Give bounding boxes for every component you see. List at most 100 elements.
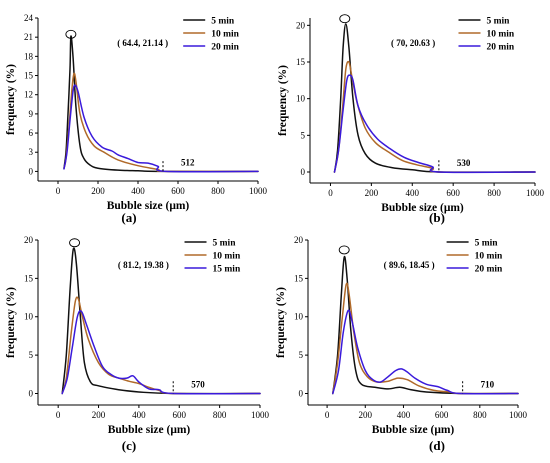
x-axis-label: Bubble size (μm): [372, 424, 455, 436]
y-tick-label: 15: [294, 273, 304, 283]
y-tick-label: 20: [294, 235, 304, 245]
series-line-2: [333, 60, 536, 174]
cutoff-label: 710: [481, 379, 495, 389]
x-axis-label: Bubble size (μm): [381, 202, 464, 214]
y-tick-label: 18: [24, 51, 34, 61]
y-tick-label: 20: [24, 235, 34, 245]
x-tick-label: 1000: [526, 188, 545, 198]
peak-marker: [65, 29, 77, 39]
x-tick-label: 0: [328, 188, 333, 198]
y-tick-label: 5: [301, 130, 306, 140]
series-line-2: [332, 282, 519, 395]
x-tick-label: 400: [397, 410, 411, 420]
legend-label-2: 10 min: [213, 252, 241, 262]
legend-label-2: 10 min: [475, 252, 503, 262]
x-tick-label: 1000: [509, 410, 528, 420]
series-line-3: [333, 74, 536, 174]
y-tick-label: 15: [24, 71, 34, 81]
y-tick-label: 9: [29, 109, 34, 119]
x-tick-label: 200: [359, 410, 373, 420]
y-tick-label: 15: [24, 273, 34, 283]
legend-label-3: 15 min: [213, 265, 241, 275]
peak-annotation: ( 70, 20.63 ): [391, 38, 435, 48]
x-tick-label: 800: [487, 188, 501, 198]
x-tick-label: 400: [132, 410, 146, 420]
y-tick-label: 3: [29, 147, 34, 157]
x-tick-label: 800: [473, 410, 487, 420]
y-tick-label: 24: [24, 13, 34, 23]
legend-label-3: 20 min: [487, 43, 515, 53]
y-axis-label: frequency (%): [5, 287, 17, 358]
y-tick-label: 0: [301, 167, 306, 177]
y-tick-label: 0: [29, 166, 34, 176]
legend-label-1: 5 min: [487, 17, 511, 27]
series-line-1: [61, 247, 261, 395]
x-tick-label: 0: [56, 410, 61, 420]
x-tick-label: 800: [211, 186, 225, 196]
legend-label-1: 5 min: [475, 239, 499, 249]
x-axis-label: Bubble size (μm): [107, 200, 190, 212]
x-tick-label: 0: [56, 186, 61, 196]
series-line-1: [333, 23, 536, 173]
x-tick-label: 200: [365, 188, 379, 198]
x-tick-label: 200: [91, 186, 105, 196]
series-line-3: [61, 310, 261, 395]
x-tick-label: 600: [446, 188, 460, 198]
y-axis-label: frequency (%): [277, 65, 289, 136]
series-line-2: [63, 72, 259, 173]
y-tick-label: 12: [24, 90, 33, 100]
y-tick-label: 0: [299, 388, 304, 398]
y-tick-label: 10: [296, 94, 306, 104]
chart-panel-1: 0 3 6 9 12 15 18 21 24 0 200 400 600 800 1000 Bubble si…: [5, 13, 268, 225]
cutoff-label: 570: [191, 379, 205, 389]
peak-annotation: ( 64.4, 21.14 ): [117, 38, 168, 48]
legend-label-1: 5 min: [213, 239, 237, 249]
legend-label-2: 10 min: [211, 30, 239, 40]
panel-label: (d): [429, 438, 445, 453]
y-tick-label: 5: [299, 350, 304, 360]
legend-label-3: 20 min: [475, 265, 503, 275]
y-tick-label: 15: [296, 57, 306, 67]
y-axis-label: frequency (%): [275, 287, 287, 358]
x-tick-label: 400: [406, 188, 420, 198]
x-tick-label: 800: [213, 410, 227, 420]
panel-label: (b): [429, 210, 445, 225]
legend-label-1: 5 min: [211, 17, 235, 27]
y-tick-label: 10: [24, 312, 34, 322]
x-tick-label: 200: [92, 410, 106, 420]
peak-marker: [338, 245, 350, 255]
peak-marker: [339, 14, 351, 24]
legend-label-3: 20 min: [211, 43, 239, 53]
y-tick-label: 21: [24, 32, 33, 42]
y-tick-label: 6: [29, 128, 34, 138]
panel-label: (a): [121, 210, 136, 225]
x-tick-label: 600: [171, 186, 185, 196]
series-line-1: [63, 35, 259, 173]
cutoff-label: 530: [457, 158, 471, 168]
series-line-3: [63, 84, 259, 173]
x-axis-label: Bubble size (μm): [108, 424, 191, 436]
y-tick-label: 20: [296, 20, 306, 30]
legend-label-2: 10 min: [487, 30, 515, 40]
series-line-3: [332, 309, 519, 395]
x-tick-label: 0: [325, 410, 330, 420]
x-tick-label: 400: [131, 186, 145, 196]
peak-annotation: ( 81.2, 19.38 ): [118, 260, 169, 270]
series-line-1: [332, 255, 519, 395]
cutoff-label: 512: [181, 157, 195, 167]
y-tick-label: 0: [29, 388, 34, 398]
peak-marker: [69, 238, 81, 248]
x-tick-label: 600: [435, 410, 449, 420]
y-axis-label: frequency (%): [5, 64, 17, 135]
y-tick-label: 5: [29, 350, 34, 360]
x-tick-label: 600: [173, 410, 187, 420]
x-tick-label: 1000: [251, 410, 270, 420]
panel-label: (c): [122, 438, 136, 453]
peak-annotation: ( 89.6, 18.45 ): [384, 260, 435, 270]
series-line-2: [61, 296, 261, 395]
x-tick-label: 1000: [249, 186, 268, 196]
